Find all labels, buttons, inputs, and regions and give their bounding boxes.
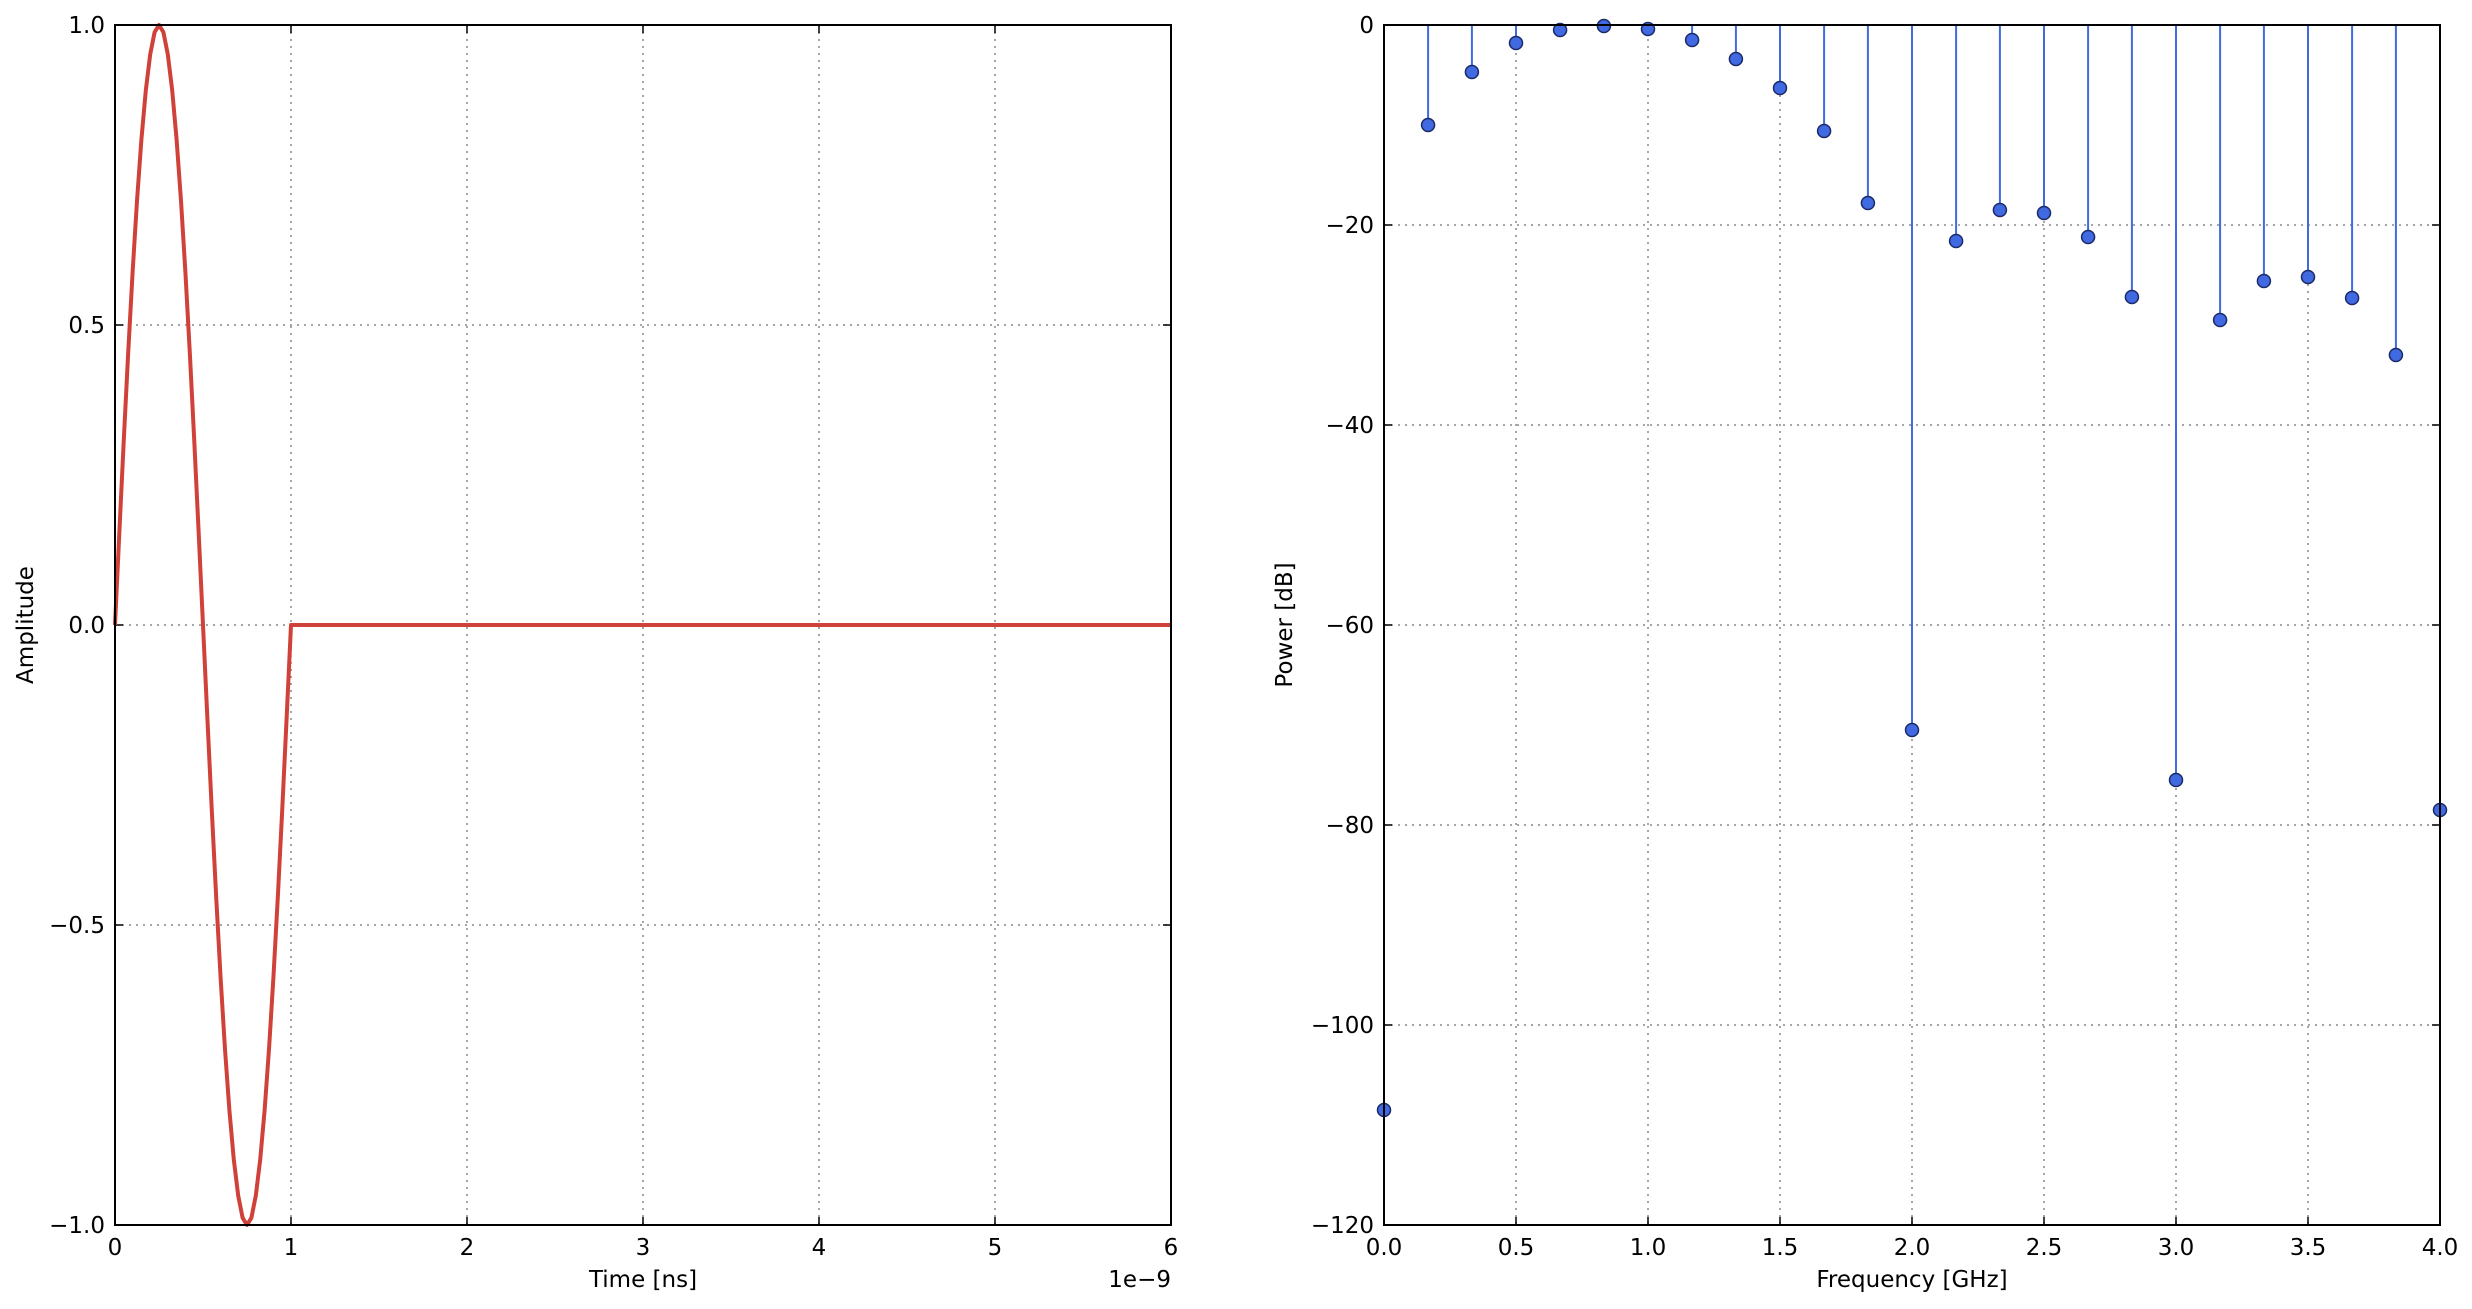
y-axis-label: Amplitude: [13, 566, 39, 684]
stem-marker: [2124, 289, 2140, 305]
y-tick-label: −80: [1325, 813, 1374, 839]
x-tick-label: 6: [1164, 1235, 1179, 1261]
stem-marker: [2036, 205, 2052, 221]
x-tick-label: 1.5: [1762, 1235, 1799, 1261]
y-tick-label: −1.0: [49, 1213, 105, 1239]
x-tick-label: 3.5: [2290, 1235, 2327, 1261]
x-tick-label: 2.0: [1894, 1235, 1931, 1261]
y-tick-label: −0.5: [49, 913, 105, 939]
stem-marker: [1684, 32, 1700, 48]
y-tick-label: −20: [1325, 213, 1374, 239]
y-tick-label: −40: [1325, 413, 1374, 439]
stem-marker: [1860, 195, 1876, 211]
y-tick-label: −100: [1311, 1013, 1374, 1039]
x-tick-label: 2: [460, 1235, 475, 1261]
signal-line: [113, 23, 1171, 1227]
stem-marker: [1420, 117, 1436, 133]
stem-marker: [2080, 229, 2096, 245]
stem-marker: [1508, 35, 1524, 51]
stem-marker: [2256, 273, 2272, 289]
axes-frame: [1383, 24, 2441, 1226]
stem-marker: [2300, 269, 2316, 285]
stem-marker: [2344, 290, 2360, 306]
stem-marker: [1464, 64, 1480, 80]
stem-marker: [2212, 312, 2228, 328]
x-tick-label: 3: [636, 1235, 651, 1261]
x-tick-label: 0.5: [1498, 1235, 1535, 1261]
x-tick-label: 4: [812, 1235, 827, 1261]
x-offset-label: 1e−9: [1108, 1267, 1171, 1293]
y-tick-label: 1.0: [68, 13, 105, 39]
x-tick-label: 2.5: [2026, 1235, 2063, 1261]
x-tick-label: 0.0: [1366, 1235, 1403, 1261]
x-tick-label: 0: [108, 1235, 123, 1261]
y-tick-label: −60: [1325, 613, 1374, 639]
stem-marker: [1552, 22, 1568, 38]
stem-marker: [1728, 51, 1744, 67]
x-tick-label: 4.0: [2422, 1235, 2459, 1261]
stem-marker: [2168, 772, 2184, 788]
x-axis-label: Time [ns]: [588, 1267, 697, 1293]
axes-frame: [114, 24, 1172, 1226]
stem-marker: [2388, 347, 2404, 363]
stem-marker: [1772, 80, 1788, 96]
y-tick-label: 0: [1359, 13, 1374, 39]
y-tick-label: 0.0: [68, 613, 105, 639]
x-tick-label: 3.0: [2158, 1235, 2195, 1261]
stem-marker: [1992, 202, 2008, 218]
x-tick-label: 5: [988, 1235, 1003, 1261]
stem-marker: [1904, 722, 1920, 738]
y-axis-label: Power [dB]: [1272, 562, 1298, 687]
y-tick-label: −120: [1311, 1213, 1374, 1239]
stem-marker: [1816, 123, 1832, 139]
x-axis-label: Frequency [GHz]: [1816, 1267, 2007, 1293]
x-tick-label: 1.0: [1630, 1235, 1667, 1261]
stem-marker: [1948, 233, 1964, 249]
y-tick-label: 0.5: [68, 313, 105, 339]
x-tick-label: 1: [284, 1235, 299, 1261]
